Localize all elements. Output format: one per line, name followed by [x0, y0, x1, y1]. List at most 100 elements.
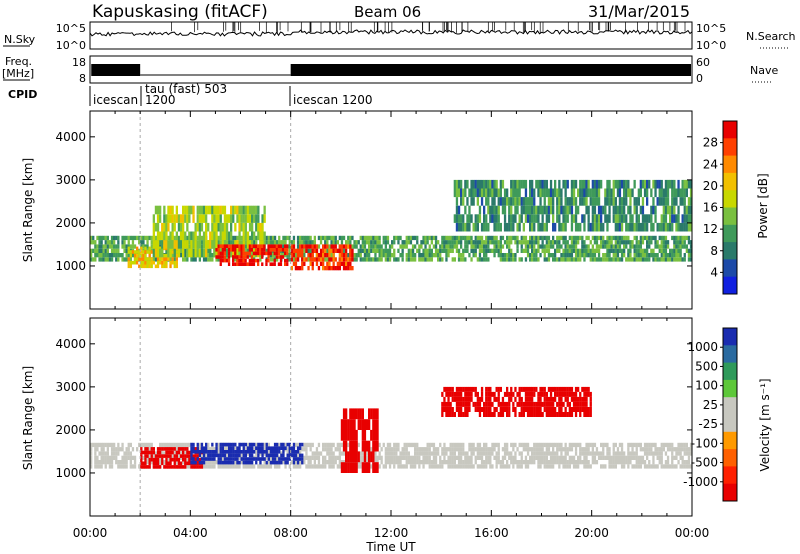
echo-cell	[627, 455, 630, 460]
echo-cell	[340, 462, 344, 473]
echo-cell	[236, 248, 239, 258]
echo-cell	[420, 244, 423, 249]
echo-cell	[140, 447, 143, 451]
echo-cell	[568, 257, 571, 262]
echo-cell	[234, 460, 237, 465]
echo-cell	[278, 460, 281, 465]
echo-cell	[238, 446, 241, 450]
echo-cell	[175, 240, 178, 249]
echo-cell	[549, 464, 553, 469]
echo-cell	[476, 407, 479, 412]
echo-cell	[177, 222, 181, 232]
echo-cell	[240, 255, 243, 259]
echo-cell	[660, 253, 663, 258]
echo-cell	[182, 450, 185, 455]
echo-cell	[104, 257, 107, 262]
echo-cell	[225, 457, 229, 461]
echo-cell	[136, 260, 139, 265]
echo-cell	[581, 244, 584, 249]
echo-cell	[361, 462, 364, 473]
echo-cell	[148, 235, 151, 241]
echo-cell	[462, 451, 465, 456]
echo-cell	[662, 442, 665, 448]
echo-cell	[368, 235, 371, 241]
echo-cell	[340, 248, 344, 253]
echo-cell	[250, 248, 253, 252]
echo-cell	[428, 447, 431, 452]
echo-cell	[129, 250, 132, 254]
echo-cell	[485, 396, 488, 402]
echo-cell	[593, 248, 597, 253]
echo-cell	[154, 248, 158, 258]
nsearch-tick-top: 10^5	[696, 22, 726, 35]
echo-cell	[460, 412, 463, 417]
echo-cell	[591, 253, 594, 258]
echo-cell	[263, 214, 266, 223]
echo-cell	[271, 240, 275, 245]
echo-cell	[666, 188, 670, 198]
echo-cell	[428, 244, 431, 249]
echo-cell	[161, 231, 164, 241]
echo-cell	[368, 244, 371, 249]
echo-cell	[685, 222, 688, 232]
echo-cell	[305, 447, 308, 452]
echo-cell	[635, 455, 638, 460]
echo-cell	[340, 419, 344, 430]
echo-cell	[221, 205, 224, 215]
echo-cell	[324, 253, 327, 258]
echo-cell	[671, 179, 674, 189]
echo-cell	[478, 188, 482, 198]
echo-cell	[654, 214, 657, 223]
echo-cell	[246, 251, 249, 256]
echo-cell	[462, 447, 465, 452]
echo-cell	[416, 447, 419, 452]
echo-cell	[276, 453, 279, 458]
echo-cell	[533, 240, 536, 245]
echo-cell	[388, 447, 392, 452]
echo-cell	[512, 464, 515, 469]
echo-cell	[648, 244, 651, 249]
echo-cell	[639, 179, 642, 189]
echo-cell	[330, 244, 333, 249]
echo-cell	[679, 248, 682, 253]
echo-cell	[294, 253, 298, 258]
echo-cell	[564, 391, 567, 397]
echo-cell	[144, 454, 147, 458]
echo-cell	[179, 461, 183, 466]
echo-cell	[581, 235, 584, 241]
echo-cell	[620, 257, 624, 262]
echo-cell	[211, 240, 214, 249]
echo-cell	[455, 391, 459, 397]
echo-cell	[215, 205, 218, 215]
colorbar-segment	[723, 328, 737, 346]
echo-cell	[441, 464, 444, 469]
echo-cell	[322, 261, 325, 266]
echo-cell	[455, 179, 459, 189]
echo-cell	[554, 391, 557, 397]
echo-cell	[167, 461, 170, 466]
echo-cell	[207, 240, 210, 249]
echo-cell	[612, 205, 615, 215]
echo-cell	[687, 222, 691, 232]
echo-cell	[455, 464, 459, 469]
echo-cell	[374, 440, 377, 452]
echo-cell	[223, 460, 227, 465]
echo-cell	[480, 391, 484, 397]
echo-cell	[595, 214, 599, 223]
echo-cell	[397, 442, 400, 448]
echo-cell	[372, 408, 375, 420]
colorbar-tick-label: 4	[710, 265, 718, 279]
echo-cell	[652, 253, 655, 258]
echo-cell	[357, 442, 360, 448]
echo-cell	[664, 451, 668, 456]
echo-cell	[606, 253, 609, 258]
echo-cell	[654, 442, 657, 448]
echo-cell	[612, 197, 615, 206]
echo-cell	[267, 235, 270, 241]
echo-cell	[223, 447, 227, 452]
echo-cell	[566, 447, 569, 452]
echo-cell	[342, 244, 346, 249]
echo-cell	[259, 244, 262, 248]
echo-cell	[549, 197, 553, 206]
echo-cell	[606, 188, 609, 198]
